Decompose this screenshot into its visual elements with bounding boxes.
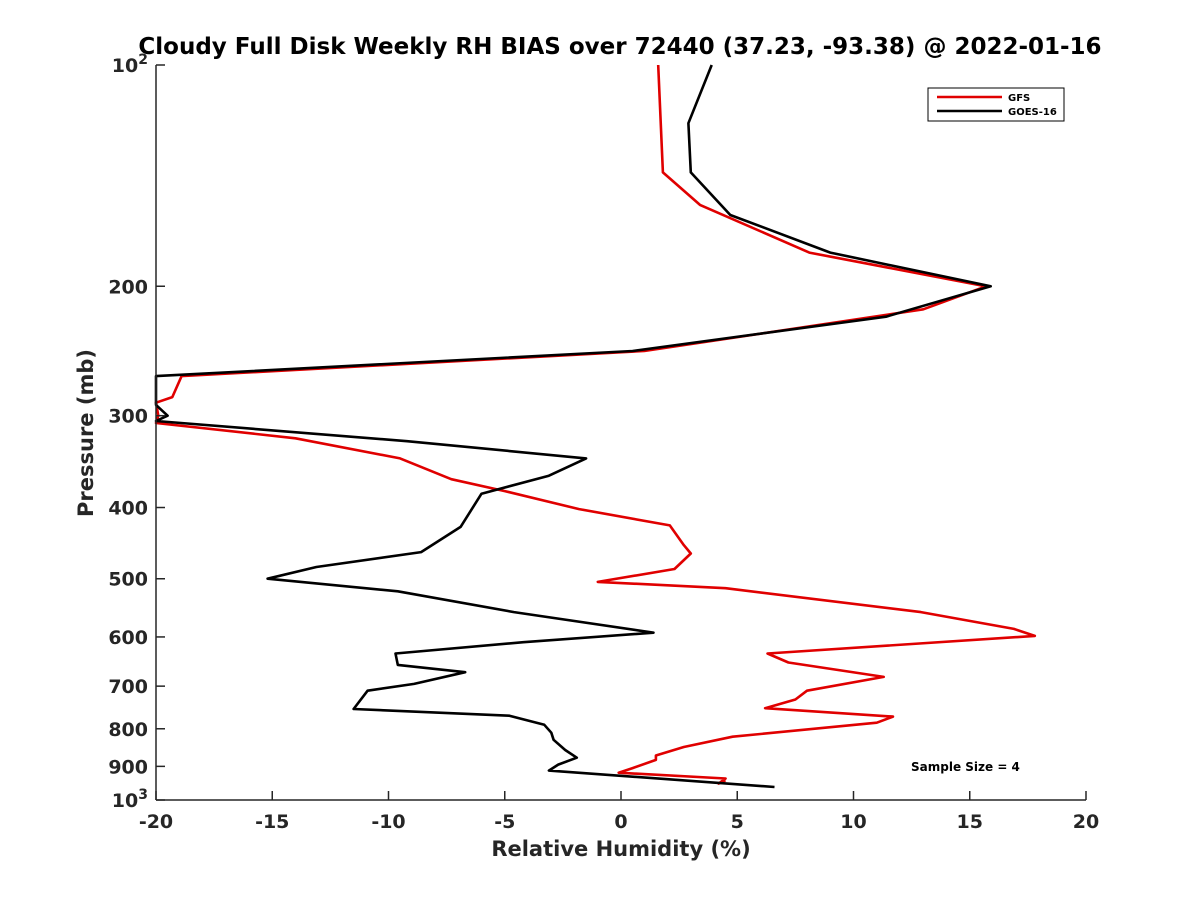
y-tick-label: 103 bbox=[112, 787, 148, 812]
legend-label-gfs: GFS bbox=[1008, 93, 1030, 104]
x-tick-label: -15 bbox=[255, 811, 289, 833]
plot-lines bbox=[154, 64, 1037, 789]
y-tick-label: 400 bbox=[108, 498, 148, 520]
sample-size-annotation: Sample Size = 4 bbox=[911, 760, 1020, 774]
x-tick-label: 15 bbox=[957, 811, 983, 833]
y-tick-label: 500 bbox=[108, 569, 148, 591]
y-tick-label: 200 bbox=[108, 276, 148, 298]
x-tick-label: 10 bbox=[840, 811, 866, 833]
x-tick-label: -20 bbox=[139, 811, 173, 833]
x-axis-label: Relative Humidity (%) bbox=[491, 837, 750, 861]
legend-label-goes16: GOES-16 bbox=[1008, 107, 1057, 118]
series-line-gfs bbox=[154, 64, 1037, 785]
legend-box bbox=[927, 87, 1065, 122]
y-tick-label: 600 bbox=[108, 627, 148, 649]
x-tick-label: -10 bbox=[371, 811, 405, 833]
x-ticks: -20 -15 -10 -5 0 5 10 15 20 bbox=[139, 791, 1099, 833]
y-ticks: 102 200 300 400 500 600 700 800 900 103 bbox=[108, 52, 165, 812]
y-tick-label: 300 bbox=[108, 406, 148, 428]
x-tick-label: 20 bbox=[1073, 811, 1099, 833]
series-line-goes16 bbox=[154, 64, 993, 789]
x-tick-label: 5 bbox=[731, 811, 744, 833]
y-axis-label: Pressure (mb) bbox=[74, 349, 98, 517]
y-tick-label: 102 bbox=[112, 52, 148, 77]
x-tick-label: 0 bbox=[614, 811, 627, 833]
y-tick-label: 800 bbox=[108, 719, 148, 741]
x-tick-label: -5 bbox=[494, 811, 515, 833]
chart-title: Cloudy Full Disk Weekly RH BIAS over 724… bbox=[138, 34, 1101, 60]
y-tick-label: 900 bbox=[108, 756, 148, 778]
legend: GFS GOES-16 bbox=[927, 87, 1065, 122]
y-tick-label: 700 bbox=[108, 676, 148, 698]
